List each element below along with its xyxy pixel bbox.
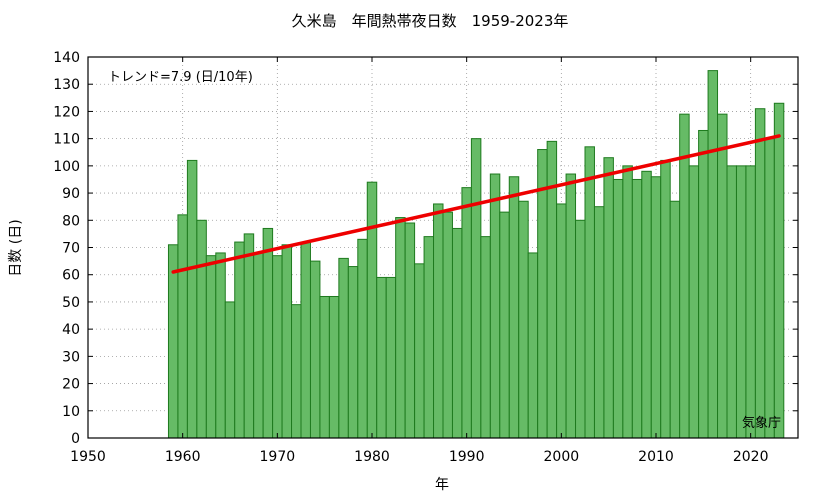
bar-1965: [224, 301, 236, 439]
bar-2022: [764, 138, 775, 439]
bar-2014: [688, 165, 700, 439]
x-axis-label: 年: [435, 477, 449, 493]
trend-line-group: [171, 134, 781, 274]
bar-2001: [565, 173, 577, 439]
y-tick-label: 80: [62, 213, 80, 229]
trend-annotation: トレンド=7.9 (日/10年): [108, 70, 253, 85]
bar-1993: [489, 173, 501, 439]
bar-1995: [508, 176, 520, 439]
bar-2019: [735, 165, 747, 439]
y-tick-label: 110: [53, 132, 80, 148]
bar-1964: [215, 252, 226, 439]
chart-title: 久米島 年間熱帯夜日数 1959-2023年: [292, 12, 569, 30]
y-tick-label: 30: [62, 349, 80, 365]
credit-label: 気象庁: [742, 415, 781, 431]
bar-1976: [328, 295, 340, 439]
bar-1997: [527, 252, 539, 439]
x-tick-label: 1980: [354, 449, 390, 465]
bar-2023: [773, 102, 785, 439]
bar-2015: [698, 129, 709, 439]
axis-ticks: 0 10 20 30 40 50 60 70 80 90 100 110 120 130 140 1950 19…: [53, 50, 798, 465]
bar-2013: [679, 113, 690, 439]
y-tick-label: 20: [62, 377, 80, 393]
bar-2002: [575, 219, 586, 439]
bar-2009: [641, 170, 652, 439]
bar-1981: [376, 276, 387, 439]
bar-1991: [470, 138, 482, 439]
bar-1972: [291, 304, 302, 439]
bar-1973: [300, 241, 311, 439]
bar-2011: [660, 159, 671, 439]
bar-1971: [281, 244, 293, 439]
bar-1959: [167, 244, 179, 439]
bar-2004: [593, 206, 605, 439]
y-tick-label: 90: [62, 186, 80, 202]
bar-2003: [584, 146, 595, 439]
bar-2005: [603, 157, 614, 439]
bar-1979: [357, 238, 368, 439]
bar-1996: [518, 200, 529, 439]
bar-1992: [480, 236, 491, 439]
y-tick-label: 130: [53, 77, 80, 93]
y-axis-label: 日数 (日): [8, 219, 24, 276]
bar-1986: [423, 236, 435, 439]
bar-2008: [631, 178, 643, 439]
bar-1969: [262, 227, 274, 439]
bar-1987: [433, 203, 444, 439]
x-tick-label: 2000: [544, 449, 580, 465]
y-tick-label: 100: [53, 159, 80, 175]
bar-1980: [366, 181, 378, 439]
x-tick-label: 2010: [638, 449, 674, 465]
bar-1961: [186, 159, 198, 439]
bar-1985: [414, 263, 425, 439]
x-tick-label: 1950: [70, 449, 106, 465]
x-tick-label: 1990: [449, 449, 485, 465]
bar-1968: [253, 252, 264, 439]
bar-1990: [461, 187, 472, 439]
bar-1982: [385, 276, 397, 439]
trend-line: [171, 134, 781, 274]
bar-2017: [717, 113, 728, 439]
y-tick-label: 70: [62, 241, 80, 257]
bar-2007: [622, 165, 633, 439]
y-tick-label: 0: [71, 431, 80, 447]
bar-2012: [669, 200, 681, 439]
bar-2020: [745, 165, 756, 439]
bar-2021: [754, 108, 766, 439]
bar-2010: [650, 176, 662, 439]
bar-2016: [707, 70, 719, 439]
bar-1978: [347, 266, 359, 439]
bar-2000: [556, 203, 567, 439]
y-tick-label: 10: [62, 404, 80, 420]
bar-1998: [537, 149, 548, 439]
bar-1988: [442, 211, 453, 439]
bar-1967: [243, 233, 255, 439]
bar-1960: [177, 214, 188, 439]
bar-1962: [196, 219, 207, 439]
y-tick-label: 40: [62, 322, 80, 338]
bar-1974: [309, 260, 321, 439]
bar-1989: [451, 227, 463, 439]
bar-1977: [338, 257, 349, 439]
x-tick-label: 1960: [165, 449, 201, 465]
bar-1994: [499, 211, 510, 439]
bar-1963: [205, 255, 217, 439]
bar-1966: [234, 241, 245, 439]
y-tick-label: 120: [53, 104, 80, 120]
bar-1970: [272, 255, 283, 439]
x-tick-label: 2020: [733, 449, 769, 465]
bar-2006: [612, 178, 624, 439]
y-tick-label: 140: [53, 50, 80, 66]
bar-1983: [395, 217, 406, 439]
y-tick-label: 50: [62, 295, 80, 311]
bar-1984: [404, 222, 416, 439]
x-tick-label: 1970: [260, 449, 296, 465]
bar-2018: [726, 165, 737, 439]
y-tick-label: 60: [62, 268, 80, 284]
bar-1975: [319, 295, 330, 439]
